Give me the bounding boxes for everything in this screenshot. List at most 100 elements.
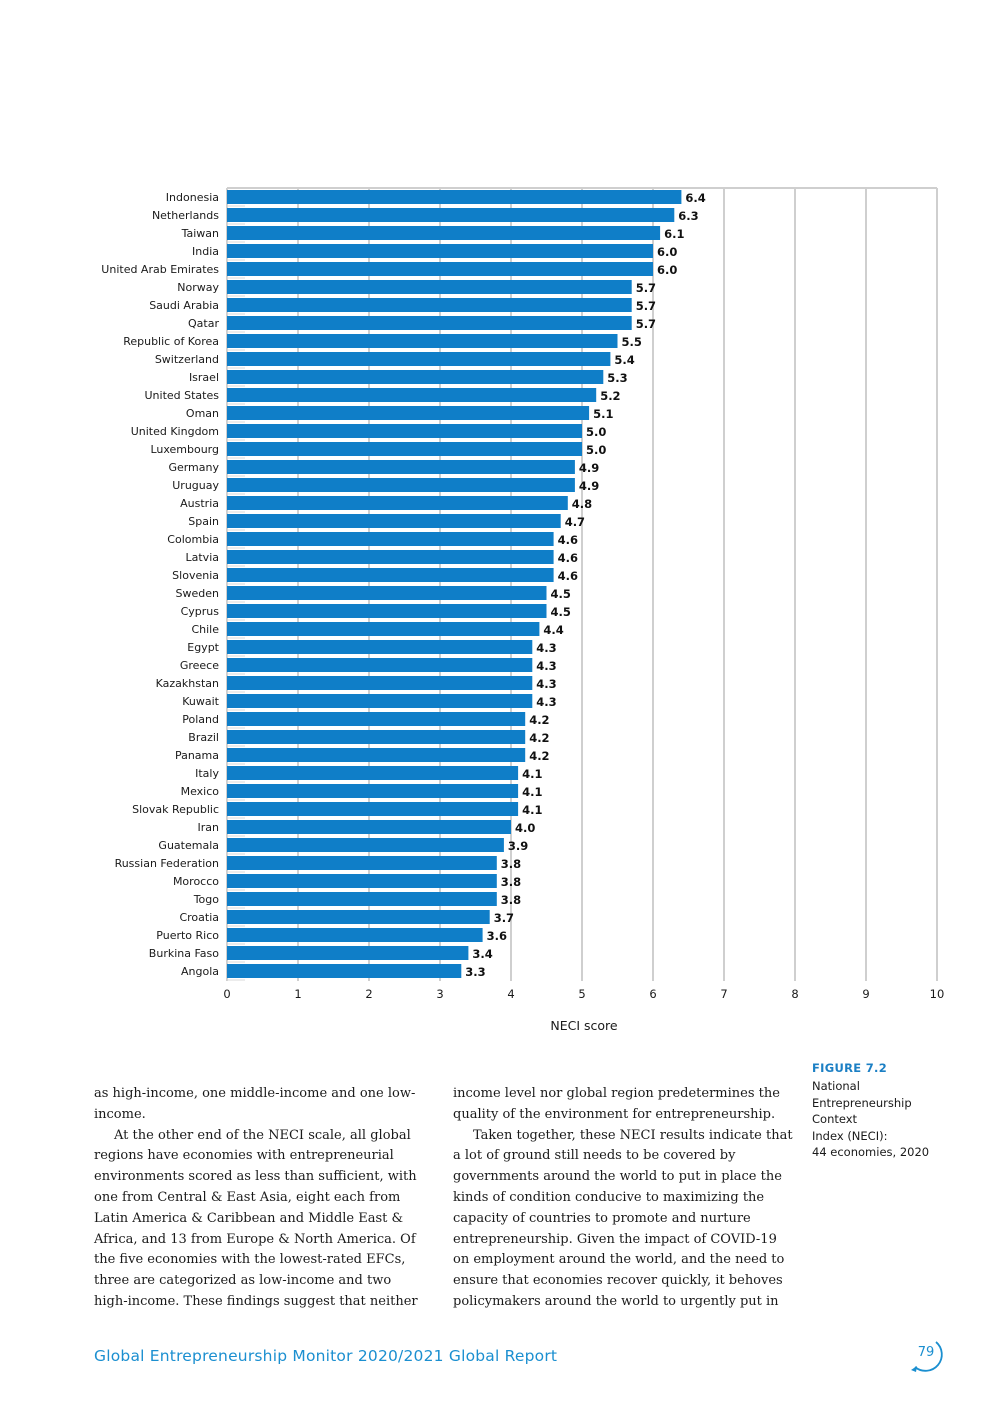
bar xyxy=(227,730,526,744)
category-label: Netherlands xyxy=(152,209,219,222)
bar xyxy=(227,784,519,798)
category-label: Brazil xyxy=(188,731,219,744)
x-tick-label: 7 xyxy=(720,987,727,1001)
bar xyxy=(227,280,632,294)
category-label: Mexico xyxy=(181,785,220,798)
figure-title-line: Context xyxy=(812,1112,858,1126)
data-label: 4.6 xyxy=(558,569,578,583)
bar xyxy=(227,676,533,690)
category-label: Saudi Arabia xyxy=(149,299,219,312)
category-label: Croatia xyxy=(179,911,219,924)
category-label: Morocco xyxy=(173,875,219,888)
bar xyxy=(227,298,632,312)
data-label: 5.7 xyxy=(636,299,656,313)
category-label: Qatar xyxy=(188,317,219,330)
page-number: 79 xyxy=(917,1345,935,1360)
bar xyxy=(227,352,611,366)
data-label: 3.7 xyxy=(494,911,514,925)
data-label: 3.3 xyxy=(465,965,485,979)
category-label: Togo xyxy=(193,893,220,906)
bar xyxy=(227,316,632,330)
data-label: 3.8 xyxy=(501,893,521,907)
bar xyxy=(227,244,653,258)
data-label: 4.3 xyxy=(536,641,556,655)
figure-number: FIGURE 7.2 xyxy=(812,1061,887,1075)
x-tick-label: 5 xyxy=(578,987,585,1001)
data-label: 4.3 xyxy=(536,695,556,709)
data-label: 3.8 xyxy=(501,857,521,871)
category-label: Panama xyxy=(175,749,219,762)
x-tick-label: 4 xyxy=(507,987,514,1001)
data-label: 4.7 xyxy=(565,515,585,529)
category-label: Guatemala xyxy=(158,839,219,852)
bar xyxy=(227,658,533,672)
page-number-badge: 79 xyxy=(905,1336,949,1376)
bar xyxy=(227,856,497,870)
data-label: 4.9 xyxy=(579,461,599,475)
category-label: United Kingdom xyxy=(131,425,219,438)
category-label: Norway xyxy=(177,281,219,294)
data-label: 6.4 xyxy=(685,191,705,205)
data-label: 5.4 xyxy=(614,353,634,367)
data-label: 4.2 xyxy=(529,731,549,745)
bar xyxy=(227,388,597,402)
x-tick-label: 2 xyxy=(365,987,372,1001)
data-label: 5.7 xyxy=(636,281,656,295)
data-label: 3.6 xyxy=(487,929,507,943)
category-label: Kazakhstan xyxy=(156,677,219,690)
data-label: 3.8 xyxy=(501,875,521,889)
category-label: Republic of Korea xyxy=(123,335,219,348)
data-label: 4.6 xyxy=(558,533,578,547)
bar xyxy=(227,964,462,978)
data-label: 4.3 xyxy=(536,677,556,691)
data-label: 4.1 xyxy=(522,785,542,799)
category-label: Chile xyxy=(191,623,219,636)
x-tick-label: 6 xyxy=(649,987,656,1001)
bar xyxy=(227,712,526,726)
x-tick-label: 1 xyxy=(294,987,301,1001)
bar xyxy=(227,838,504,852)
category-label: Burkina Faso xyxy=(149,947,219,960)
figure-title: National Entrepreneurship Context Index … xyxy=(812,1078,962,1161)
category-label: Egypt xyxy=(187,641,219,654)
category-label: Puerto Rico xyxy=(156,929,219,942)
category-label: Germany xyxy=(168,461,219,474)
x-tick-label: 10 xyxy=(930,987,945,1001)
bar xyxy=(227,478,575,492)
category-label: Kuwait xyxy=(182,695,219,708)
figure-title-line: 44 economies, 2020 xyxy=(812,1145,930,1159)
body-paragraph: Taken together, these NECI results indic… xyxy=(453,1127,793,1309)
category-label: Poland xyxy=(182,713,219,726)
data-label: 5.5 xyxy=(622,335,642,349)
neci-bar-chart: Indonesia 6.4 Netherlands 6.3 Taiwan 6.1 India… xyxy=(101,187,944,1033)
data-label: 3.4 xyxy=(472,947,492,961)
bar xyxy=(227,370,604,384)
category-label: Russian Federation xyxy=(115,857,219,870)
x-tick-label: 0 xyxy=(223,987,230,1001)
bar xyxy=(227,514,561,528)
category-label: Slovak Republic xyxy=(132,803,219,816)
data-label: 4.5 xyxy=(551,605,571,619)
bar xyxy=(227,496,568,510)
bar xyxy=(227,208,675,222)
category-label: Spain xyxy=(188,515,219,528)
data-label: 4.1 xyxy=(522,767,542,781)
data-label: 5.1 xyxy=(593,407,613,421)
footer-report-title: Global Entrepreneurship Monitor 2020/202… xyxy=(94,1347,558,1365)
data-label: 5.3 xyxy=(607,371,627,385)
chart-x-ticks: 0 1 2 3 4 5 6 7 8 9 10 xyxy=(223,987,944,1001)
category-label: Latvia xyxy=(186,551,220,564)
body-column-left: as high-income, one middle-income and on… xyxy=(94,1084,424,1313)
bar xyxy=(227,766,519,780)
category-label: Oman xyxy=(186,407,219,420)
category-label: Switzerland xyxy=(155,353,219,366)
category-label: Taiwan xyxy=(181,227,219,240)
figure-caption: FIGURE 7.2 National Entrepreneurship Con… xyxy=(812,1061,962,1161)
bar xyxy=(227,820,511,834)
data-label: 4.0 xyxy=(515,821,535,835)
data-label: 4.8 xyxy=(572,497,592,511)
category-label: Austria xyxy=(180,497,219,510)
bar xyxy=(227,532,554,546)
bar xyxy=(227,442,582,456)
data-label: 4.9 xyxy=(579,479,599,493)
